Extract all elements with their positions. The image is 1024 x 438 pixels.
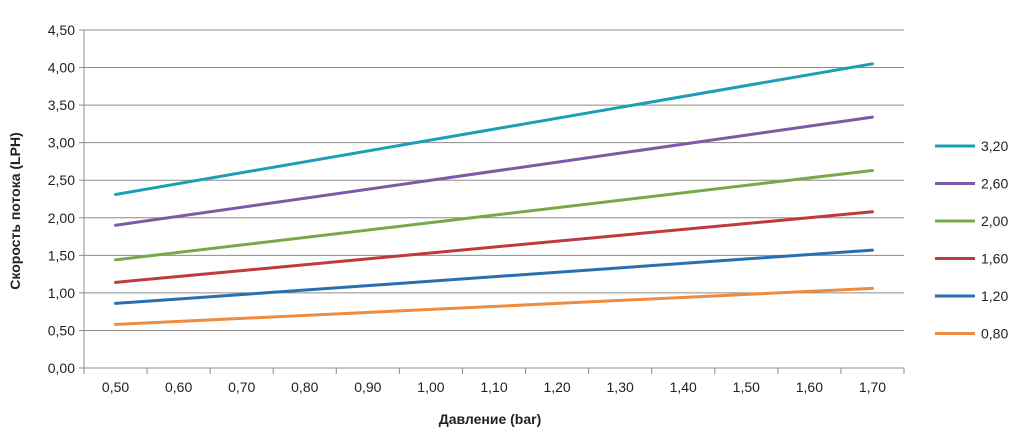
x-tick-label: 0,90: [354, 379, 381, 395]
series-lines: [114, 62, 874, 326]
legend-label: 2,60: [981, 176, 1008, 192]
series-line-1-20: [114, 248, 874, 305]
series-line-2-00: [114, 168, 874, 262]
x-tick-label: 0,60: [165, 379, 192, 395]
x-tick-label: 1,10: [480, 379, 507, 395]
legend-label: 3,20: [981, 138, 1008, 154]
x-axis-title: Давление (bar): [439, 411, 542, 427]
axes: [79, 29, 905, 374]
y-tick-label: 4,00: [48, 60, 75, 76]
legend-label: 0,80: [981, 326, 1008, 342]
x-tick-label: 1,70: [859, 379, 886, 395]
y-tick-label: 1,00: [48, 285, 75, 301]
x-tick-label: 0,80: [291, 379, 318, 395]
series-line-3-20: [114, 62, 874, 196]
legend-label: 2,00: [981, 213, 1008, 229]
x-tick-labels: 0,50 0,60 0,70 0,80 0,90 1,00 1,10 1,20 1,30 1,40…: [102, 379, 886, 395]
y-tick-label: 2,50: [48, 172, 75, 188]
y-axis-title: Скорость потока (LPH): [7, 132, 23, 289]
y-tick-label: 3,00: [48, 135, 75, 151]
legend: 3,20 2,60 2,00 1,60 1,20 0,80: [935, 138, 1008, 342]
x-tick-label: 0,70: [228, 379, 255, 395]
series-line-2-60: [114, 115, 874, 227]
x-tick-label: 1,20: [543, 379, 570, 395]
x-tick-label: 0,50: [102, 379, 129, 395]
y-tick-label: 0,00: [48, 360, 75, 376]
x-tick-label: 1,30: [607, 379, 634, 395]
x-tick-label: 1,50: [733, 379, 760, 395]
y-tick-label: 4,50: [48, 22, 75, 38]
series-line-0-80: [114, 286, 874, 326]
x-tick-label: 1,40: [670, 379, 697, 395]
y-tick-label: 2,00: [48, 210, 75, 226]
legend-label: 1,60: [981, 251, 1008, 267]
x-tick-label: 1,60: [796, 379, 823, 395]
x-tick-label: 1,00: [417, 379, 444, 395]
y-tick-label: 3,50: [48, 97, 75, 113]
y-tick-labels: 0,00 0,50 1,00 1,50 2,00 2,50 3,00 3,50 4,00 4,50: [48, 22, 75, 376]
legend-label: 1,20: [981, 288, 1008, 304]
y-tick-label: 1,50: [48, 247, 75, 263]
gridlines: [84, 29, 904, 331]
series-line-1-60: [114, 210, 874, 284]
y-tick-label: 0,50: [48, 322, 75, 338]
